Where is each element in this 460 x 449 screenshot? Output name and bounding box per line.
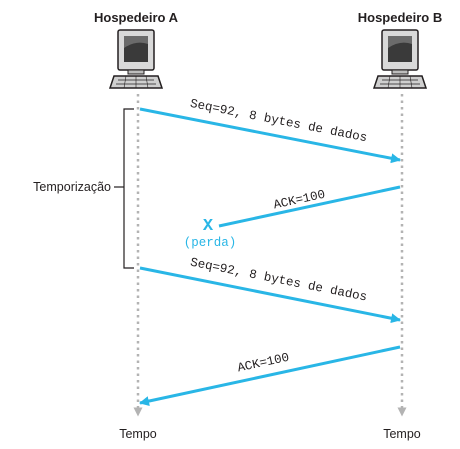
loss-marker: X bbox=[203, 217, 214, 236]
ack-arrow-lost bbox=[218, 185, 401, 228]
desktop-computer-icon bbox=[108, 29, 164, 89]
segment-arrow-seq1 bbox=[139, 107, 401, 164]
segment-arrow-seq2 bbox=[139, 266, 401, 324]
ack-arrow bbox=[139, 345, 401, 406]
timeout-label: Temporização bbox=[33, 180, 111, 194]
host-a-time-label: Tempo bbox=[119, 427, 157, 441]
host-b-label: Hospedeiro B bbox=[358, 10, 443, 25]
desktop-computer-icon bbox=[372, 29, 428, 89]
segment-label-seq1: Seq=92, 8 bytes de dados bbox=[189, 97, 368, 145]
timeout-bracket bbox=[123, 108, 134, 269]
host-b-time-label: Tempo bbox=[383, 427, 421, 441]
host-a-label: Hospedeiro A bbox=[94, 10, 179, 25]
loss-label: (perda) bbox=[184, 236, 237, 250]
